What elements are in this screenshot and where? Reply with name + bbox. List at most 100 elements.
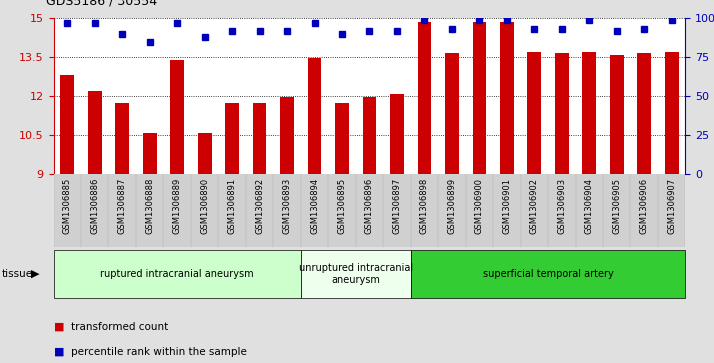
Bar: [191, 18, 218, 174]
Bar: [109, 18, 136, 174]
Bar: [191, 174, 218, 247]
Bar: [493, 18, 521, 174]
Bar: [473, 22, 486, 174]
Bar: [665, 52, 678, 174]
Bar: [603, 18, 630, 174]
Bar: [411, 174, 438, 247]
Text: GSM1306896: GSM1306896: [365, 178, 374, 234]
Text: GSM1306904: GSM1306904: [585, 178, 594, 234]
Text: unruptured intracranial
aneurysm: unruptured intracranial aneurysm: [298, 263, 413, 285]
Text: ■: ■: [54, 347, 64, 357]
Bar: [61, 76, 74, 174]
Bar: [116, 103, 129, 174]
Bar: [136, 18, 164, 174]
Bar: [575, 18, 603, 174]
Text: GSM1306906: GSM1306906: [640, 178, 649, 234]
Bar: [136, 174, 164, 247]
Bar: [54, 18, 81, 174]
Bar: [280, 98, 294, 174]
Bar: [555, 53, 568, 174]
Text: ■: ■: [54, 322, 64, 332]
Text: GSM1306890: GSM1306890: [200, 178, 209, 234]
Text: ruptured intracranial aneurysm: ruptured intracranial aneurysm: [101, 269, 254, 279]
Text: GSM1306897: GSM1306897: [393, 178, 401, 234]
Bar: [301, 174, 328, 247]
Bar: [603, 174, 630, 247]
Bar: [466, 18, 493, 174]
Text: GSM1306901: GSM1306901: [503, 178, 511, 234]
Bar: [548, 174, 575, 247]
Bar: [500, 22, 514, 174]
Bar: [630, 18, 658, 174]
Text: superficial temporal artery: superficial temporal artery: [483, 269, 613, 279]
Text: GDS5186 / 30554: GDS5186 / 30554: [46, 0, 158, 7]
Bar: [273, 18, 301, 174]
Bar: [81, 174, 109, 247]
Text: GSM1306903: GSM1306903: [558, 178, 566, 234]
Bar: [246, 174, 273, 247]
Bar: [658, 174, 685, 247]
Text: GSM1306895: GSM1306895: [338, 178, 346, 234]
Bar: [493, 174, 521, 247]
Bar: [218, 18, 246, 174]
Bar: [548, 18, 575, 174]
Bar: [438, 18, 466, 174]
Bar: [411, 18, 438, 174]
Bar: [164, 174, 191, 247]
Bar: [143, 132, 156, 174]
Bar: [218, 174, 246, 247]
Text: transformed count: transformed count: [71, 322, 169, 332]
Text: GSM1306907: GSM1306907: [667, 178, 676, 234]
Bar: [164, 18, 191, 174]
Bar: [225, 103, 239, 174]
Bar: [356, 18, 383, 174]
Bar: [630, 174, 658, 247]
Bar: [418, 22, 431, 174]
Bar: [638, 53, 651, 174]
Bar: [445, 53, 459, 174]
Text: GSM1306892: GSM1306892: [255, 178, 264, 234]
Bar: [466, 174, 493, 247]
Bar: [658, 18, 685, 174]
Text: tissue: tissue: [1, 269, 33, 279]
Bar: [335, 103, 349, 174]
Text: percentile rank within the sample: percentile rank within the sample: [71, 347, 247, 357]
Bar: [383, 174, 411, 247]
Bar: [301, 18, 328, 174]
Bar: [610, 54, 623, 174]
Text: GSM1306902: GSM1306902: [530, 178, 539, 234]
Bar: [575, 174, 603, 247]
Text: ▶: ▶: [31, 269, 40, 279]
Bar: [81, 18, 109, 174]
Bar: [328, 18, 356, 174]
Bar: [253, 103, 266, 174]
Text: GSM1306899: GSM1306899: [448, 178, 456, 234]
Bar: [528, 52, 541, 174]
Text: GSM1306905: GSM1306905: [613, 178, 621, 234]
Text: GSM1306893: GSM1306893: [283, 178, 291, 234]
Text: GSM1306887: GSM1306887: [118, 178, 126, 234]
Bar: [171, 60, 184, 174]
Bar: [383, 18, 411, 174]
Bar: [54, 174, 81, 247]
Bar: [109, 174, 136, 247]
Bar: [273, 174, 301, 247]
Bar: [88, 91, 101, 174]
Bar: [246, 18, 273, 174]
Text: GSM1306891: GSM1306891: [228, 178, 236, 234]
Bar: [521, 174, 548, 247]
Text: GSM1306889: GSM1306889: [173, 178, 181, 234]
Bar: [328, 174, 356, 247]
Bar: [356, 174, 383, 247]
Text: GSM1306898: GSM1306898: [420, 178, 429, 234]
Bar: [583, 52, 596, 174]
Bar: [521, 18, 548, 174]
Bar: [438, 174, 466, 247]
Bar: [363, 98, 376, 174]
Text: GSM1306885: GSM1306885: [63, 178, 72, 234]
Text: GSM1306900: GSM1306900: [475, 178, 484, 234]
Bar: [198, 132, 211, 174]
Text: GSM1306888: GSM1306888: [145, 178, 154, 234]
Bar: [390, 94, 404, 174]
Text: GSM1306894: GSM1306894: [310, 178, 319, 234]
